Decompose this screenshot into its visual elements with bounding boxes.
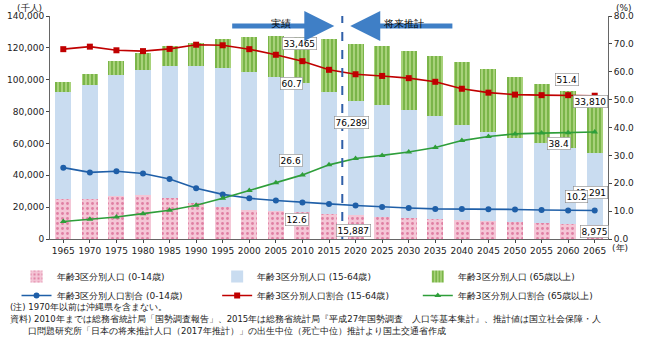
- svg-text:2050: 2050: [504, 246, 527, 256]
- svg-text:2040: 2040: [450, 246, 473, 256]
- svg-text:26.6: 26.6: [281, 156, 301, 166]
- svg-text:2020: 2020: [344, 246, 367, 256]
- svg-text:10.0: 10.0: [614, 206, 634, 216]
- svg-text:1965: 1965: [52, 246, 75, 256]
- svg-text:60,000: 60,000: [13, 139, 45, 149]
- svg-text:年齢3区分別人口 (65歳以上): 年齢3区分別人口 (65歳以上): [458, 272, 575, 282]
- svg-text:1975: 1975: [105, 246, 128, 256]
- svg-text:10.2: 10.2: [567, 192, 587, 202]
- svg-text:0: 0: [38, 234, 44, 244]
- svg-text:2000: 2000: [238, 246, 261, 256]
- svg-text:2015: 2015: [318, 246, 341, 256]
- svg-text:実績: 実績: [271, 18, 291, 29]
- svg-text:2055: 2055: [530, 246, 553, 256]
- svg-text:40.0: 40.0: [614, 123, 634, 133]
- svg-text:年齢3区分別人口 (15-64歳): 年齢3区分別人口 (15-64歳): [257, 272, 371, 282]
- svg-text:(年): (年): [612, 243, 628, 253]
- svg-text:2025: 2025: [371, 246, 394, 256]
- svg-text:年齢3区分別人口割合 (15-64歳): 年齢3区分別人口割合 (15-64歳): [257, 291, 389, 301]
- svg-text:33,465: 33,465: [284, 39, 316, 49]
- svg-text:2035: 2035: [424, 246, 447, 256]
- svg-text:38.4: 38.4: [549, 139, 569, 149]
- svg-text:120,000: 120,000: [7, 43, 44, 53]
- svg-text:1995: 1995: [211, 246, 234, 256]
- svg-text:20.0: 20.0: [614, 178, 634, 188]
- svg-text:1980: 1980: [132, 246, 155, 256]
- svg-text:2060: 2060: [557, 246, 580, 256]
- svg-text:51.4: 51.4: [557, 75, 577, 85]
- svg-text:60.7: 60.7: [282, 79, 302, 89]
- svg-text:年齢3区分別人口割合 (65歳以上): 年齢3区分別人口割合 (65歳以上): [458, 291, 593, 301]
- svg-text:年齢3区分別人口割合 (0-14歳): 年齢3区分別人口割合 (0-14歳): [57, 291, 183, 301]
- svg-text:8,975: 8,975: [582, 227, 608, 237]
- svg-text:2065: 2065: [583, 246, 606, 256]
- svg-text:50.0: 50.0: [614, 95, 634, 105]
- svg-text:年齢3区分別人口 (0-14歳): 年齢3区分別人口 (0-14歳): [57, 272, 165, 282]
- svg-text:(注) 1970年以前は沖縄県を含まない。: (注) 1970年以前は沖縄県を含まない。: [10, 302, 167, 312]
- svg-text:資料) 2010年までは総務省統計局「国勢調査報告」、201: 資料) 2010年までは総務省統計局「国勢調査報告」、2015年は総務省統計局『…: [10, 314, 601, 324]
- svg-text:80.0: 80.0: [614, 11, 634, 21]
- svg-text:100,000: 100,000: [7, 75, 44, 85]
- svg-text:1970: 1970: [78, 246, 101, 256]
- svg-text:33,810: 33,810: [575, 97, 607, 107]
- svg-text:12.6: 12.6: [287, 215, 307, 225]
- svg-text:(%): (%): [616, 3, 632, 13]
- svg-text:(千人): (千人): [17, 3, 42, 13]
- svg-text:45,291: 45,291: [575, 188, 607, 198]
- svg-text:140,000: 140,000: [7, 11, 44, 21]
- svg-text:80,000: 80,000: [13, 107, 45, 117]
- svg-text:口問題研究所「日本の将来推計人口（2017年推計）」の出生中: 口問題研究所「日本の将来推計人口（2017年推計）」の出生中位（死亡中位）推計よ…: [10, 326, 446, 336]
- svg-text:60.0: 60.0: [614, 67, 634, 77]
- svg-text:2030: 2030: [397, 246, 420, 256]
- svg-text:1985: 1985: [158, 246, 181, 256]
- svg-text:2005: 2005: [264, 246, 287, 256]
- svg-text:15,887: 15,887: [338, 226, 370, 236]
- svg-text:30.0: 30.0: [614, 151, 634, 161]
- svg-text:40,000: 40,000: [13, 170, 45, 180]
- svg-text:70.0: 70.0: [614, 39, 634, 49]
- svg-text:0.0: 0.0: [614, 234, 629, 244]
- svg-text:将来推計: 将来推計: [383, 18, 424, 29]
- svg-text:1990: 1990: [185, 246, 208, 256]
- svg-text:20,000: 20,000: [13, 202, 45, 212]
- svg-text:76,289: 76,289: [336, 118, 368, 128]
- svg-text:2010: 2010: [291, 246, 314, 256]
- svg-text:2045: 2045: [477, 246, 500, 256]
